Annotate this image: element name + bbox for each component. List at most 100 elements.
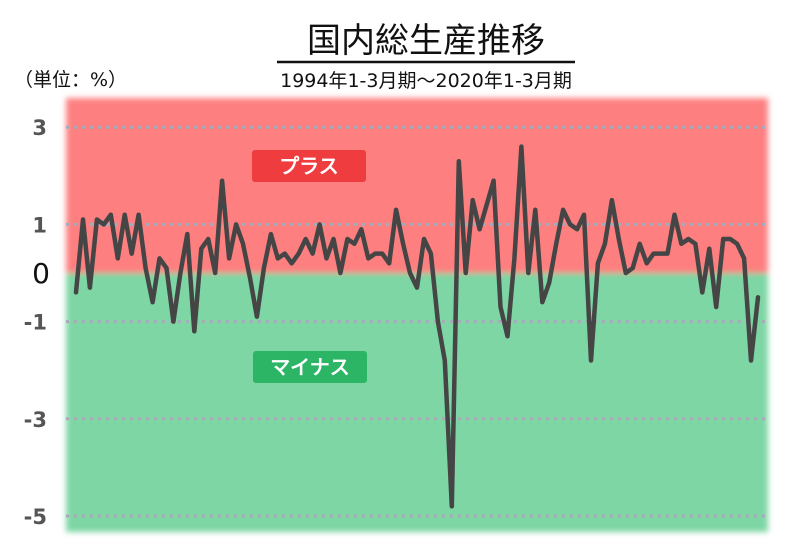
data-point bbox=[639, 243, 641, 245]
data-point bbox=[715, 306, 717, 308]
data-point bbox=[388, 262, 390, 264]
y-tick-label: -1 bbox=[24, 311, 47, 335]
plus-label-box: プラス bbox=[252, 150, 366, 182]
data-point bbox=[256, 316, 258, 318]
data-point bbox=[367, 257, 369, 259]
data-point bbox=[207, 238, 209, 240]
data-point bbox=[214, 272, 216, 274]
data-point bbox=[472, 199, 474, 201]
data-point bbox=[458, 160, 460, 162]
unit-label: （単位：%） bbox=[14, 69, 127, 91]
data-point bbox=[402, 243, 404, 245]
data-point bbox=[89, 287, 91, 289]
data-point bbox=[750, 359, 752, 361]
data-point bbox=[757, 296, 759, 298]
data-point bbox=[82, 219, 84, 221]
data-point bbox=[541, 301, 543, 303]
data-point bbox=[722, 238, 724, 240]
data-point bbox=[186, 233, 188, 235]
y-tick-label: -3 bbox=[24, 408, 47, 432]
data-point bbox=[319, 223, 321, 225]
data-point bbox=[228, 257, 230, 259]
data-point bbox=[277, 257, 279, 259]
data-point bbox=[298, 253, 300, 255]
data-point bbox=[680, 243, 682, 245]
data-point bbox=[611, 199, 613, 201]
data-point bbox=[221, 180, 223, 182]
data-point bbox=[548, 282, 550, 284]
gridlines bbox=[66, 125, 768, 518]
data-point bbox=[326, 257, 328, 259]
data-point bbox=[165, 267, 167, 269]
data-point bbox=[172, 321, 174, 323]
data-point bbox=[138, 214, 140, 216]
data-point bbox=[562, 209, 564, 211]
data-point bbox=[235, 223, 237, 225]
data-point bbox=[131, 253, 133, 255]
data-point bbox=[159, 257, 161, 259]
data-point bbox=[500, 306, 502, 308]
y-tick-label: 1 bbox=[32, 213, 47, 237]
data-point bbox=[152, 301, 154, 303]
data-point bbox=[437, 321, 439, 323]
data-point bbox=[444, 359, 446, 361]
data-point bbox=[513, 257, 515, 259]
data-point bbox=[110, 214, 112, 216]
data-point bbox=[576, 228, 578, 230]
data-point bbox=[430, 253, 432, 255]
minus-zone bbox=[66, 273, 768, 532]
data-point bbox=[381, 253, 383, 255]
data-point bbox=[687, 238, 689, 240]
data-point bbox=[743, 257, 745, 259]
data-point bbox=[520, 146, 522, 148]
data-point bbox=[653, 253, 655, 255]
data-point bbox=[597, 262, 599, 264]
chart-subtitle: 1994年1-3月期～2020年1-3月期 bbox=[280, 70, 572, 92]
data-point bbox=[708, 248, 710, 250]
data-point bbox=[451, 505, 453, 507]
data-point bbox=[117, 257, 119, 259]
data-point bbox=[374, 253, 376, 255]
data-point bbox=[465, 272, 467, 274]
plus-zone bbox=[66, 98, 768, 273]
data-point bbox=[332, 238, 334, 240]
data-point bbox=[534, 209, 536, 211]
data-point bbox=[694, 243, 696, 245]
data-point bbox=[291, 262, 293, 264]
data-point bbox=[353, 243, 355, 245]
data-point bbox=[103, 223, 105, 225]
chart-title: 国内総生産推移 bbox=[307, 21, 545, 61]
data-point bbox=[493, 180, 495, 182]
data-point bbox=[249, 277, 251, 279]
data-point bbox=[632, 267, 634, 269]
data-point bbox=[346, 238, 348, 240]
data-point bbox=[479, 228, 481, 230]
data-point bbox=[673, 214, 675, 216]
data-point bbox=[284, 253, 286, 255]
y-tick-label: -5 bbox=[24, 505, 47, 529]
data-point bbox=[409, 272, 411, 274]
data-point bbox=[701, 291, 703, 293]
data-point bbox=[312, 253, 314, 255]
data-point bbox=[583, 214, 585, 216]
minus-label-box: マイナス bbox=[253, 351, 367, 383]
plus-label: プラス bbox=[279, 154, 339, 178]
data-point bbox=[145, 267, 147, 269]
data-point bbox=[124, 214, 126, 216]
data-point bbox=[569, 223, 571, 225]
y-tick-label: 0 bbox=[32, 257, 50, 290]
data-point bbox=[423, 238, 425, 240]
data-point bbox=[305, 238, 307, 240]
data-point bbox=[729, 238, 731, 240]
data-point bbox=[395, 209, 397, 211]
data-point bbox=[646, 262, 648, 264]
data-point bbox=[179, 272, 181, 274]
data-point bbox=[200, 248, 202, 250]
minus-label: マイナス bbox=[270, 355, 350, 379]
data-point bbox=[736, 243, 738, 245]
data-point bbox=[486, 204, 488, 206]
data-point bbox=[667, 253, 669, 255]
data-point bbox=[555, 243, 557, 245]
data-point bbox=[625, 272, 627, 274]
